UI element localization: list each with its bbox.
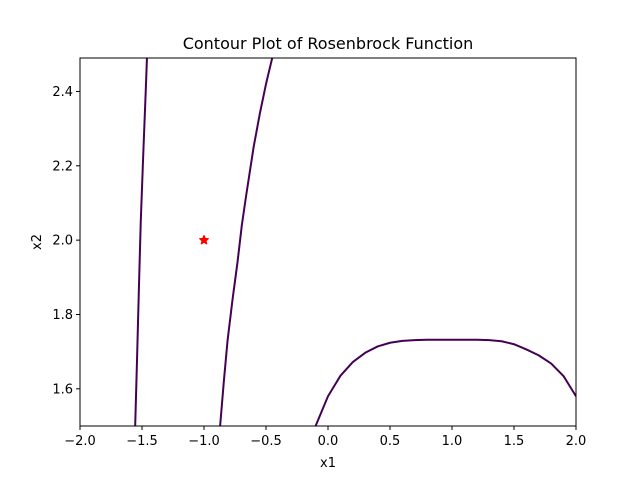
plot-background [80,58,576,426]
y-tick-label: 2.0 [52,234,73,249]
plot-area [80,58,576,426]
y-tick-label: 1.8 [52,308,73,323]
star-marker-1 [199,234,209,245]
contour-lines [134,58,576,426]
x-tick-label: −0.5 [250,434,282,449]
x-tick-label: −1.5 [126,434,158,449]
y-tick-label: 2.4 [52,85,73,100]
contour-line-2 [219,58,274,426]
y-tick-label: 1.6 [52,382,73,397]
x-tick-label: −2.0 [64,434,96,449]
contour-line-3 [314,338,576,426]
x-tick-label: 1.0 [442,434,463,449]
markers [199,234,209,245]
x-tick-label: −1.0 [188,434,220,449]
x-axis-label: x1 [320,456,336,471]
x-tick-label: 0.0 [318,434,339,449]
y-axis-label: x2 [30,234,45,250]
contour-line-1 [134,58,148,426]
y-tick-label: 2.2 [52,159,73,174]
x-tick-label: 0.5 [380,434,401,449]
chart-title: Contour Plot of Rosenbrock Function [183,34,474,53]
x-tick-label: 2.0 [566,434,587,449]
axes: −2.0 −1.5 −1.0 −0.5 0.0 0.5 1.0 1.5 2.0 1.6 1.8 2.0… [52,57,587,449]
x-tick-label: 1.5 [504,434,525,449]
